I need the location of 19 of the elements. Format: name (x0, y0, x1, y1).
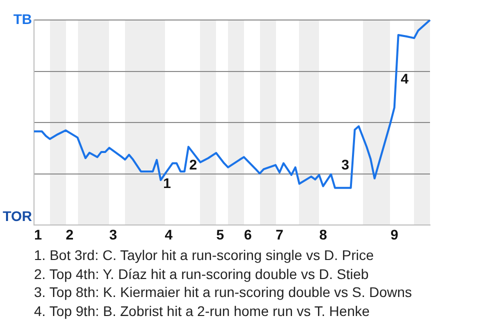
text: 3. Top 8th: K. Kiermaier hit a run-scoring double vs S. Downs (34, 283, 413, 302)
x-tick-label: 5 (216, 226, 224, 242)
annotation: 2 (189, 156, 198, 173)
annotation: 4 (400, 70, 409, 86)
text: TB (13, 10, 32, 27)
x-tick-label: 7 (276, 226, 284, 242)
x-tick-label: 9 (390, 226, 398, 242)
x-tick-label: 2 (66, 226, 74, 242)
text: 2. Top 4th: Y. Díaz hit a run-scoring double vs D. Stieb (34, 264, 370, 283)
text: 4. Top 9th: B. Zobrist hit a 2-run home run vs T. Henke (34, 302, 371, 320)
x-tick-label: 4 (164, 226, 173, 242)
text: 1. Bot 3rd: C. Taylor hit a run-scoring single vs D. Price (34, 246, 375, 264)
x-tick-label: 3 (109, 226, 118, 242)
x-tick-label: 6 (244, 226, 252, 242)
x-tick-label: 1 (34, 226, 42, 242)
x-tick-label: 8 (319, 226, 328, 242)
annotation: 3 (341, 156, 350, 173)
text: TOR (2, 208, 32, 224)
annotation: 1 (163, 175, 172, 192)
